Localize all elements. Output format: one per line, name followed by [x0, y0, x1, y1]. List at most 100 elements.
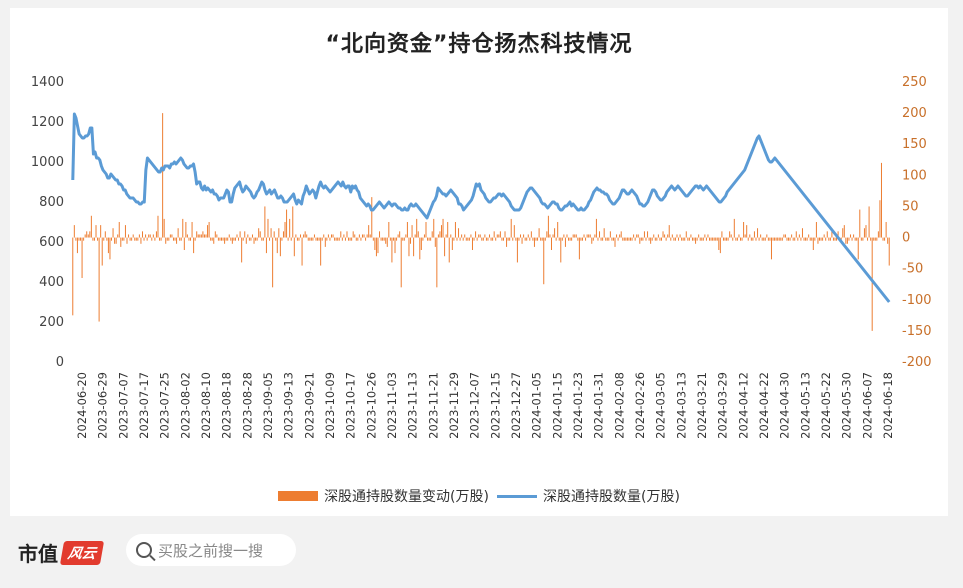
- bar-mark: [789, 237, 791, 241]
- bar-mark: [547, 215, 549, 238]
- bar-mark: [117, 234, 119, 238]
- bar-mark: [399, 231, 401, 238]
- bar-mark: [422, 237, 424, 241]
- y-right-tick-label: 100: [902, 168, 927, 183]
- search-box[interactable]: 买股之前搜一搜: [126, 534, 296, 566]
- bar-mark: [521, 237, 523, 244]
- bar-mark: [678, 237, 680, 241]
- bar-mark: [668, 225, 670, 238]
- bar-mark: [115, 237, 117, 244]
- bar-mark: [323, 234, 325, 238]
- bar-mark: [245, 237, 247, 244]
- y-right-tick-label: -200: [902, 355, 932, 370]
- bar-mark: [262, 237, 264, 241]
- bar-mark: [876, 237, 878, 241]
- bar-mark: [107, 237, 109, 254]
- bar-mark: [749, 234, 751, 238]
- bar-mark: [710, 237, 712, 241]
- bar-mark: [365, 237, 367, 241]
- bar-mark: [172, 237, 174, 241]
- bar-mark: [118, 222, 120, 238]
- bar-mark: [784, 234, 786, 238]
- bar-mark: [709, 237, 711, 241]
- bar-mark: [763, 237, 765, 241]
- bar-mark: [174, 237, 176, 241]
- bar-mark: [502, 237, 504, 241]
- bar-mark: [185, 222, 187, 238]
- bar-mark: [520, 234, 522, 238]
- bar-mark: [230, 237, 232, 241]
- bar-mark: [451, 237, 453, 250]
- bar-mark: [217, 237, 219, 241]
- bar-mark: [123, 237, 125, 241]
- bar-mark: [643, 231, 645, 238]
- x-tick-label: 2023-09-21: [302, 372, 316, 439]
- bar-mark: [93, 237, 95, 241]
- bar-mark: [592, 237, 594, 241]
- bar-mark: [507, 237, 509, 241]
- brand-logo[interactable]: 市值 风云: [18, 538, 105, 567]
- x-tick-label: 2024-06-07: [860, 372, 874, 439]
- bar-mark: [636, 234, 638, 238]
- bar-mark: [490, 237, 492, 241]
- bar-mark: [151, 237, 153, 241]
- legend-bar-swatch: [278, 491, 319, 501]
- bar-mark: [307, 237, 309, 241]
- bar-mark: [471, 237, 473, 250]
- bar-mark: [526, 237, 528, 241]
- bar-mark: [157, 215, 159, 238]
- bar-mark: [783, 234, 785, 238]
- bar-mark: [258, 228, 260, 238]
- bar-mark: [253, 237, 255, 244]
- bar-mark: [664, 234, 666, 238]
- brand-text: 市值: [18, 542, 58, 566]
- bar-mark: [239, 231, 241, 238]
- bar-mark: [411, 225, 413, 238]
- y-right-tick-label: -50: [902, 262, 923, 277]
- y-left-tick-label: 1000: [31, 155, 64, 170]
- bar-mark: [792, 237, 794, 241]
- x-tick-label: 2024-03-29: [716, 372, 730, 439]
- bar-mark: [231, 237, 233, 244]
- bar-mark: [344, 237, 346, 241]
- bar-mark: [529, 237, 531, 241]
- bar-mark: [444, 237, 446, 257]
- bar-mark: [221, 237, 223, 241]
- y-left-tick-label: 200: [39, 315, 64, 330]
- x-tick-label: 2024-03-21: [695, 372, 709, 439]
- bar-mark: [442, 218, 444, 238]
- search-placeholder: 买股之前搜一搜: [158, 541, 264, 560]
- bar-mark: [368, 225, 370, 238]
- bar-mark: [343, 234, 345, 238]
- bar-mark: [648, 237, 650, 241]
- bar-mark: [310, 237, 312, 241]
- bar-mark: [197, 234, 199, 238]
- bar-mark: [97, 237, 99, 241]
- bar-mark: [75, 237, 77, 241]
- bar-mark: [535, 237, 537, 241]
- bar-mark: [379, 231, 381, 238]
- bar-mark: [566, 234, 568, 238]
- bar-mark: [327, 234, 329, 238]
- bar-mark: [630, 237, 632, 241]
- bar-mark: [880, 162, 882, 238]
- y-left-tick-label: 400: [39, 275, 64, 290]
- bar-mark: [543, 237, 545, 285]
- x-tick-label: 2024-04-22: [757, 372, 771, 439]
- x-tick-label: 2023-11-29: [447, 372, 461, 439]
- bar-mark: [98, 237, 100, 322]
- bar-mark: [760, 234, 762, 238]
- y-left-tick-label: 1200: [31, 115, 64, 130]
- bar-mark: [829, 237, 831, 241]
- bar-mark: [887, 237, 889, 244]
- bar-mark: [290, 237, 292, 241]
- bar-mark: [537, 237, 539, 241]
- bar-mark: [318, 237, 320, 241]
- bar-mark: [718, 237, 720, 250]
- bar-mark: [482, 237, 484, 241]
- bar-mark: [238, 237, 240, 241]
- bar-mark: [712, 237, 714, 241]
- chart-title: “北向资金”持仓扬杰科技情况: [325, 32, 633, 57]
- bar-mark: [84, 234, 86, 238]
- bar-mark: [321, 237, 323, 241]
